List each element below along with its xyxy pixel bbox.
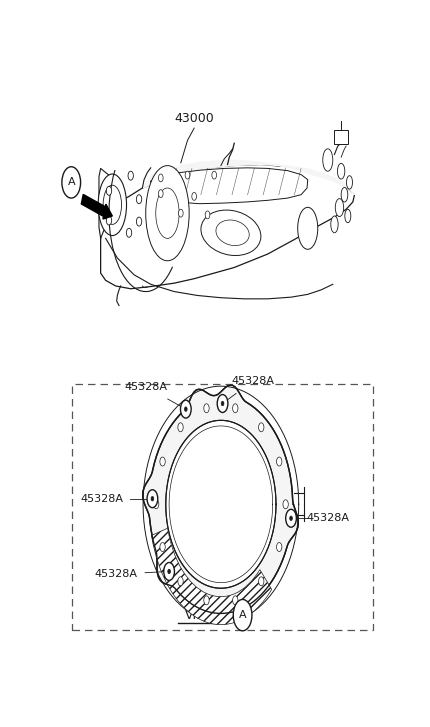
Circle shape xyxy=(106,216,111,225)
Circle shape xyxy=(212,172,216,179)
Circle shape xyxy=(180,400,191,418)
FancyBboxPatch shape xyxy=(72,384,372,630)
Ellipse shape xyxy=(341,188,347,202)
Circle shape xyxy=(185,172,189,179)
Wedge shape xyxy=(151,529,271,624)
Circle shape xyxy=(167,569,170,574)
Ellipse shape xyxy=(344,209,350,222)
FancyArrow shape xyxy=(81,194,112,219)
Text: 45328A: 45328A xyxy=(306,513,348,523)
Circle shape xyxy=(128,171,133,180)
Ellipse shape xyxy=(155,188,179,238)
Circle shape xyxy=(232,403,237,413)
Text: A: A xyxy=(67,177,75,188)
Ellipse shape xyxy=(200,210,260,255)
Circle shape xyxy=(178,209,183,217)
Circle shape xyxy=(163,563,174,580)
Circle shape xyxy=(126,228,132,237)
Circle shape xyxy=(233,600,252,631)
Circle shape xyxy=(158,174,163,182)
Circle shape xyxy=(178,423,183,432)
Text: 45328A: 45328A xyxy=(94,569,137,579)
Circle shape xyxy=(160,542,165,552)
Ellipse shape xyxy=(145,166,189,261)
Text: A: A xyxy=(238,610,246,620)
Text: VIEW: VIEW xyxy=(184,608,217,622)
Polygon shape xyxy=(142,385,298,614)
Ellipse shape xyxy=(103,185,121,225)
Ellipse shape xyxy=(322,149,332,171)
Polygon shape xyxy=(150,168,307,204)
Text: 45328A: 45328A xyxy=(230,376,273,386)
Ellipse shape xyxy=(297,207,317,249)
Ellipse shape xyxy=(330,216,338,233)
Ellipse shape xyxy=(346,176,352,189)
Circle shape xyxy=(276,542,281,552)
Circle shape xyxy=(276,457,281,466)
Polygon shape xyxy=(166,420,275,588)
Circle shape xyxy=(285,510,296,527)
Circle shape xyxy=(151,497,154,501)
Circle shape xyxy=(136,195,141,204)
Circle shape xyxy=(289,516,292,521)
Text: 43000: 43000 xyxy=(174,111,214,124)
Circle shape xyxy=(62,166,80,198)
Circle shape xyxy=(282,499,288,509)
Circle shape xyxy=(217,395,227,412)
Circle shape xyxy=(136,217,141,226)
Ellipse shape xyxy=(215,220,249,246)
Circle shape xyxy=(232,596,237,605)
Polygon shape xyxy=(142,160,354,195)
Circle shape xyxy=(147,490,157,507)
Circle shape xyxy=(205,211,209,219)
Text: 45328A: 45328A xyxy=(124,382,167,392)
Circle shape xyxy=(258,423,263,432)
FancyBboxPatch shape xyxy=(334,130,347,145)
Circle shape xyxy=(158,190,163,198)
Circle shape xyxy=(178,577,183,586)
Polygon shape xyxy=(99,169,124,238)
Circle shape xyxy=(160,457,165,466)
Circle shape xyxy=(153,499,159,509)
Ellipse shape xyxy=(335,198,343,217)
Circle shape xyxy=(221,401,223,406)
Circle shape xyxy=(191,193,196,201)
Ellipse shape xyxy=(98,174,126,236)
Ellipse shape xyxy=(337,164,344,179)
Circle shape xyxy=(258,577,263,586)
Polygon shape xyxy=(101,164,354,289)
Circle shape xyxy=(203,596,209,605)
Circle shape xyxy=(203,403,209,413)
Circle shape xyxy=(184,407,187,411)
Circle shape xyxy=(106,186,111,196)
Text: 45328A: 45328A xyxy=(80,494,123,504)
